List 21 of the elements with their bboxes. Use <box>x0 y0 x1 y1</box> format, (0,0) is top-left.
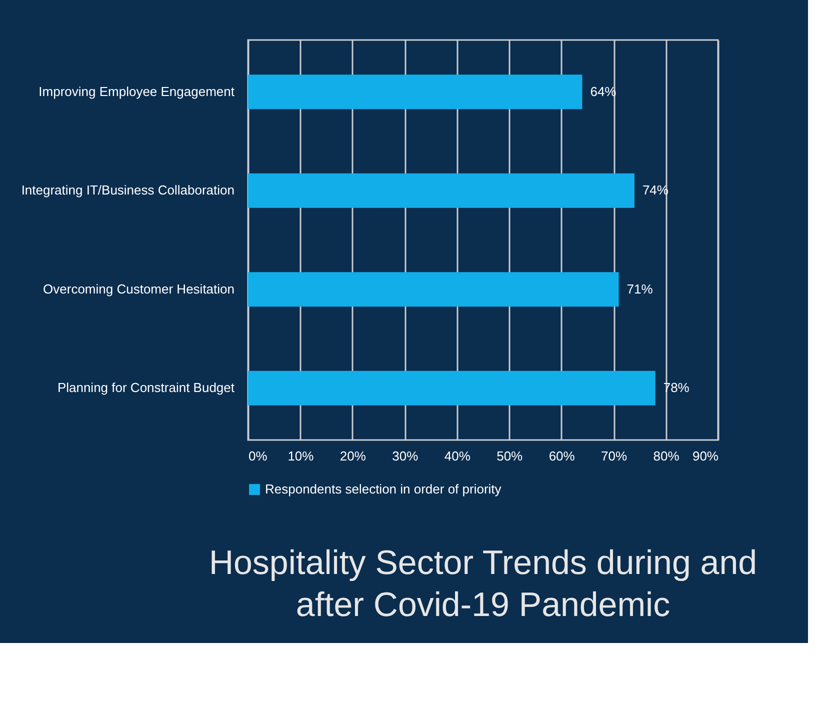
y-tick-label: Integrating IT/Business Collaboration <box>21 182 234 198</box>
legend-label: Respondents selection in order of priority <box>265 482 502 496</box>
x-tick-label: 10% <box>288 448 314 464</box>
x-tick-label: 80% <box>653 448 680 464</box>
x-tick-label: 60% <box>548 448 576 464</box>
bar <box>248 272 619 307</box>
x-tick-label: 0% <box>248 448 268 464</box>
text: 71% <box>626 281 653 296</box>
x-tick-label: 70% <box>601 448 628 464</box>
y-tick-label: Planning for Constraint Budget <box>57 380 235 396</box>
x-tick-label: 50% <box>496 448 524 464</box>
x-tick-label: 90% <box>692 448 719 464</box>
x-tick-label: 40% <box>444 448 471 464</box>
bar <box>248 74 582 110</box>
y-tick-label: Improving Employee Engagement <box>38 84 235 99</box>
y-tick-label: Overcoming Customer Hesitation <box>43 281 234 296</box>
bar <box>248 173 634 208</box>
x-tick-label: 20% <box>340 448 366 464</box>
bar <box>248 370 656 406</box>
text: Hospitality Sector Trends during and after Covid-19 Pandemic <box>208 544 758 624</box>
x-tick-label: 30% <box>392 448 419 464</box>
